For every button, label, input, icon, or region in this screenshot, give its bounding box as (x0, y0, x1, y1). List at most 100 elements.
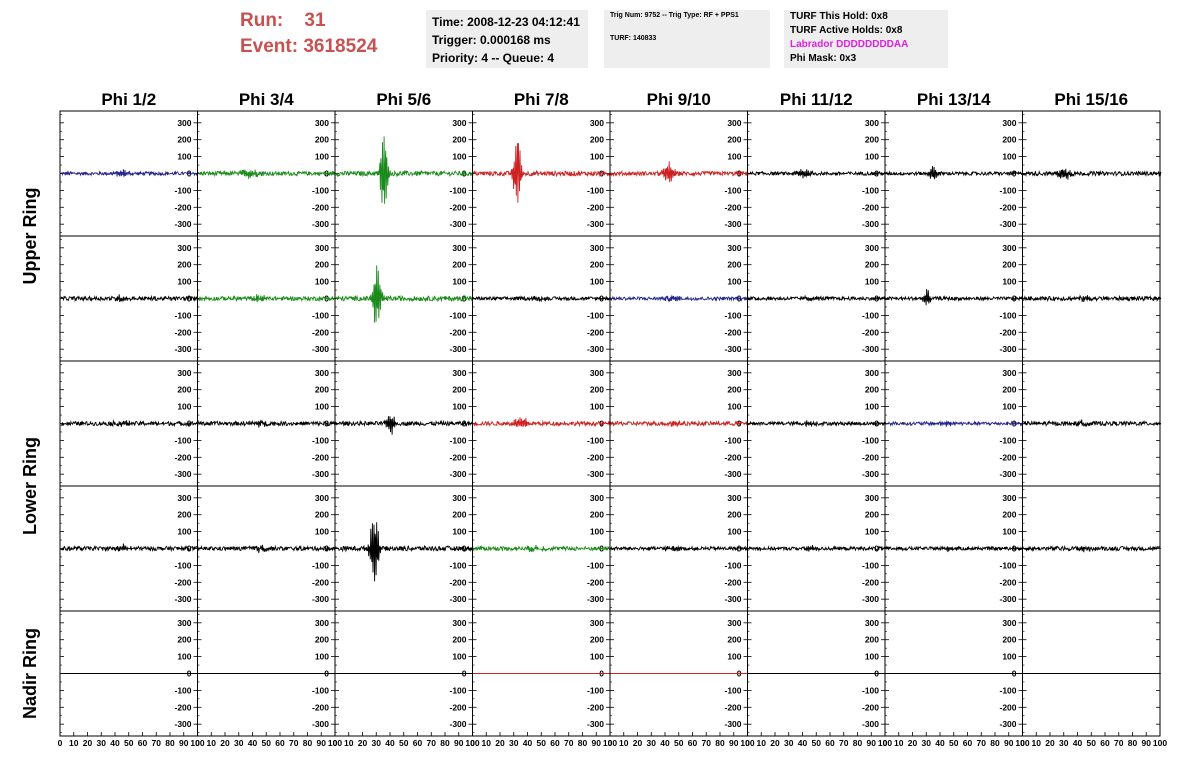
y-tick-label: -200 (999, 327, 1016, 337)
y-tick-label: 200 (452, 260, 466, 270)
waveform-trace (60, 294, 199, 303)
y-tick-label: 200 (1002, 260, 1016, 270)
y-tick-label: 300 (452, 243, 466, 253)
y-tick-label: -300 (999, 719, 1016, 729)
y-tick-label: 100 (865, 527, 879, 537)
x-tick-label: 100 (1153, 738, 1167, 748)
y-tick-label: 200 (727, 260, 741, 270)
run-label: Run: (240, 10, 284, 31)
x-tick-label: 0 (608, 738, 613, 748)
event-line: Event: 3618524 (240, 34, 410, 60)
y-tick-label: 300 (865, 118, 879, 128)
x-tick-label: 40 (660, 738, 670, 748)
y-tick-label: -100 (999, 310, 1016, 320)
x-tick-label: 80 (303, 738, 313, 748)
time-text: Time: 2008-12-23 04:12:41 (432, 15, 580, 29)
y-tick-label: -100 (862, 560, 879, 570)
x-tick-label: 70 (427, 738, 437, 748)
y-tick-label: -100 (312, 310, 329, 320)
x-tick-label: 100 (878, 738, 892, 748)
y-tick-label: -100 (312, 560, 329, 570)
y-tick-label: 0 (1012, 169, 1017, 179)
y-tick-label: 100 (315, 402, 329, 412)
y-tick-label: 300 (1002, 368, 1016, 378)
x-tick-label: 10 (619, 738, 629, 748)
y-tick-label: 200 (1002, 135, 1016, 145)
y-tick-label: 100 (452, 152, 466, 162)
y-tick-label: 100 (315, 152, 329, 162)
y-tick-label: -100 (312, 685, 329, 695)
time-info-box: Time: 2008-12-23 04:12:41 Trigger: 0.000… (426, 10, 588, 68)
y-tick-label: 300 (865, 618, 879, 628)
y-tick-label: -300 (312, 594, 329, 604)
y-tick-label: 200 (452, 135, 466, 145)
y-tick-label: 200 (177, 135, 191, 145)
x-tick-label: 20 (358, 738, 368, 748)
y-tick-label: -200 (862, 202, 879, 212)
x-tick-label: 80 (440, 738, 450, 748)
x-tick-label: 0 (1020, 738, 1025, 748)
x-tick-label: 50 (1087, 738, 1097, 748)
y-tick-label: -300 (862, 219, 879, 229)
y-tick-label: -300 (449, 719, 466, 729)
y-tick-label: -300 (724, 719, 741, 729)
y-tick-label: -300 (587, 219, 604, 229)
y-tick-label: -300 (587, 469, 604, 479)
x-tick-label: 60 (825, 738, 835, 748)
y-tick-label: 200 (590, 135, 604, 145)
y-tick-label: -300 (862, 469, 879, 479)
y-tick-label: 300 (1002, 493, 1016, 503)
x-tick-label: 60 (413, 738, 423, 748)
y-tick-label: -100 (449, 185, 466, 195)
y-tick-label: 300 (590, 618, 604, 628)
priority-text: Priority: 4 -- Queue: 4 (432, 51, 555, 65)
y-tick-label: 100 (452, 527, 466, 537)
y-tick-label: -200 (312, 577, 329, 587)
y-tick-label: -300 (174, 469, 191, 479)
x-tick-label: 20 (1045, 738, 1055, 748)
y-tick-label: -200 (724, 452, 741, 462)
y-tick-label: 200 (727, 510, 741, 520)
y-tick-label: 300 (177, 618, 191, 628)
y-tick-label: -200 (724, 577, 741, 587)
waveform-trace (885, 166, 1024, 180)
y-tick-label: 200 (315, 385, 329, 395)
x-tick-label: 80 (165, 738, 175, 748)
y-tick-label: 200 (727, 635, 741, 645)
x-tick-label: 50 (674, 738, 684, 748)
x-tick-label: 30 (922, 738, 932, 748)
x-tick-label: 80 (715, 738, 725, 748)
y-tick-label: -200 (724, 702, 741, 712)
y-tick-label: -200 (449, 202, 466, 212)
turf-hold-text: TURF This Hold: 0x8 (790, 11, 888, 22)
y-tick-label: 300 (315, 118, 329, 128)
y-tick-label: -100 (449, 435, 466, 445)
ring-label-2: Lower Ring (20, 437, 40, 535)
waveform-trace (885, 545, 1024, 553)
x-tick-label: 10 (207, 738, 217, 748)
y-tick-label: 200 (865, 385, 879, 395)
column-header-7: Phi 13/14 (917, 90, 991, 109)
y-tick-label: -100 (587, 435, 604, 445)
y-tick-label: -300 (724, 219, 741, 229)
y-tick-label: -100 (862, 685, 879, 695)
x-tick-label: 80 (990, 738, 1000, 748)
x-tick-label: 40 (1073, 738, 1083, 748)
waveform-trace (748, 169, 887, 179)
x-tick-label: 40 (385, 738, 395, 748)
y-tick-label: 300 (727, 243, 741, 253)
x-tick-label: 50 (262, 738, 272, 748)
y-tick-label: -100 (174, 435, 191, 445)
y-tick-label: -100 (862, 310, 879, 320)
y-tick-label: -100 (587, 185, 604, 195)
y-tick-label: 100 (315, 277, 329, 287)
y-tick-label: -300 (999, 594, 1016, 604)
waveform-trace (198, 294, 337, 303)
y-tick-label: -300 (587, 344, 604, 354)
y-tick-label: -100 (587, 560, 604, 570)
x-tick-label: 30 (647, 738, 657, 748)
y-tick-label: -100 (174, 685, 191, 695)
column-header-2: Phi 3/4 (239, 90, 294, 109)
y-tick-label: -200 (587, 202, 604, 212)
waveform-trace (610, 161, 749, 183)
